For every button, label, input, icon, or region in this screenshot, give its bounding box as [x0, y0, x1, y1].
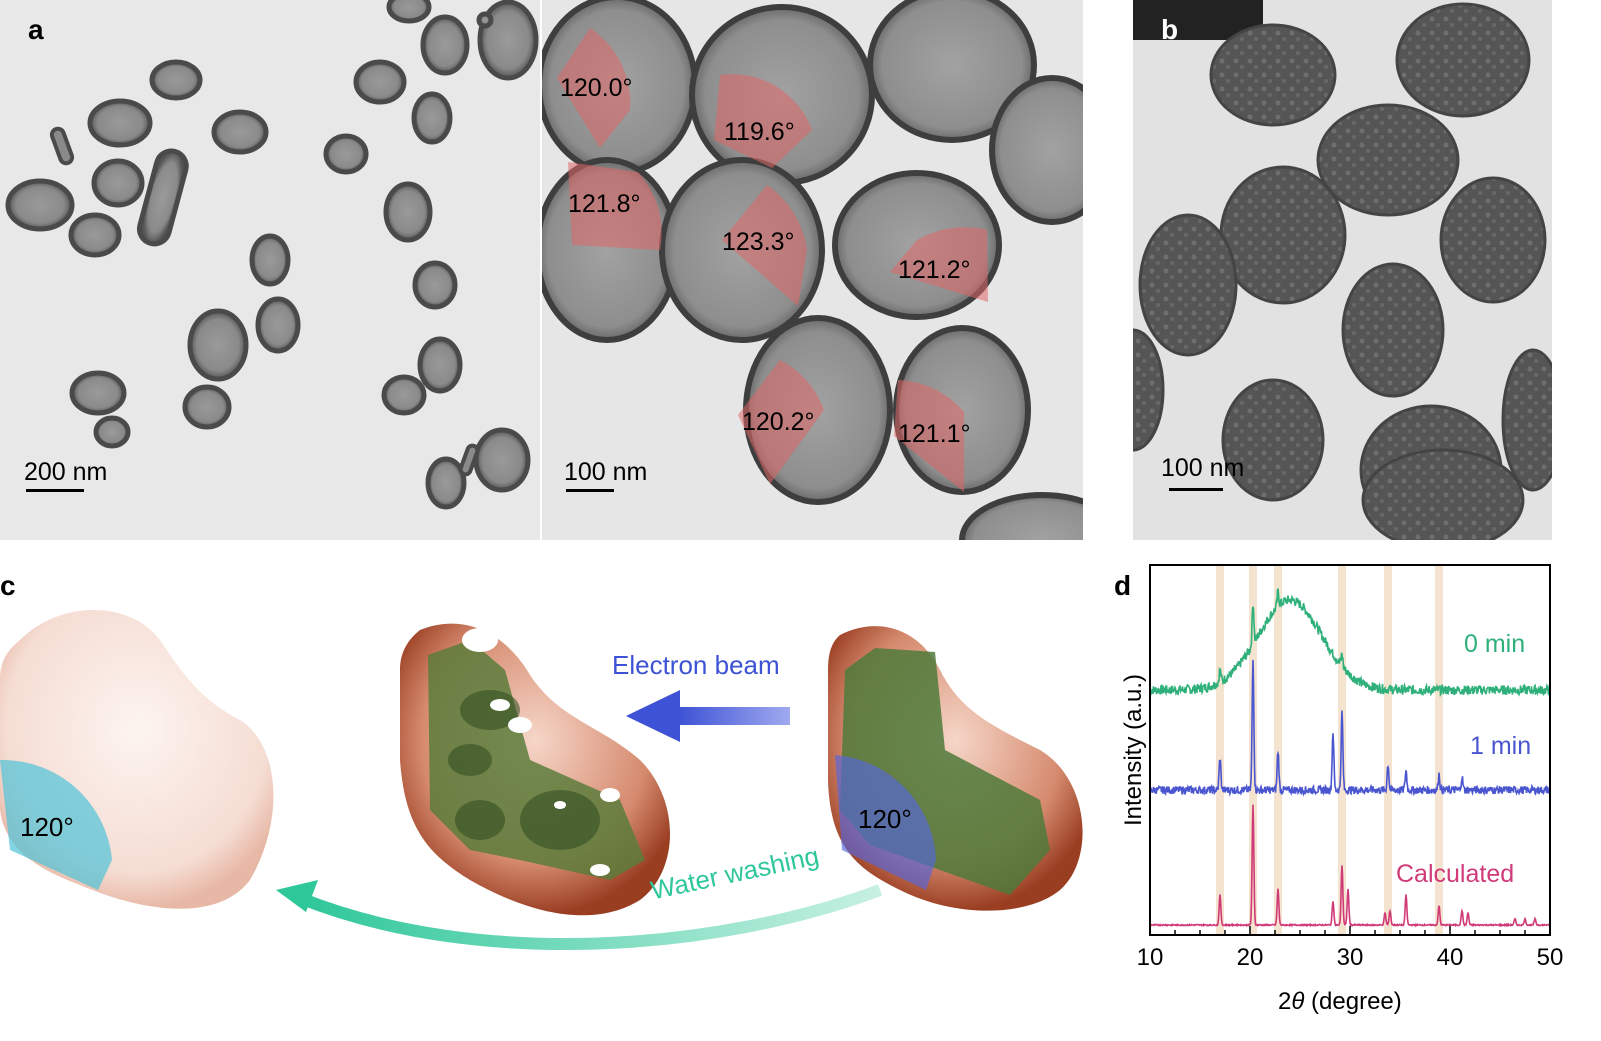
series-line — [1149, 659, 1551, 797]
x-tick-label: 50 — [1537, 944, 1564, 971]
x-axis-label-prefix: 2 — [1278, 988, 1292, 1015]
series-line — [1149, 804, 1551, 928]
panel-d-xrd-chart: d 10 20 30 40 50 Intensity (a.u.) 2θ (degree… — [1100, 560, 1601, 1041]
angle-label: 119.6° — [724, 118, 795, 146]
series-label-1min: 1 min — [1470, 732, 1532, 760]
highlight-band — [1435, 565, 1443, 935]
water-washing-arrow — [276, 880, 883, 951]
angle-label: 120.0° — [560, 74, 633, 102]
panel-c-schematic: c — [0, 560, 1100, 1041]
panel-a-left-micrograph: a 200 nm — [0, 0, 540, 540]
panel-letter-b: b — [1161, 14, 1179, 45]
scale-bar-label-b: 100 nm — [1161, 454, 1245, 482]
highlight-band — [1249, 565, 1257, 935]
scale-bar-label-right: 100 nm — [564, 458, 648, 486]
angle-sector-left — [0, 759, 112, 890]
schematic-drawing — [0, 610, 1083, 951]
electron-beam-arrow — [626, 690, 790, 742]
x-tick-label: 20 — [1237, 944, 1264, 971]
angle-label: 123.3° — [722, 228, 795, 256]
angle-label: 121.8° — [568, 190, 641, 218]
angle-label: 120.2° — [742, 408, 815, 436]
angle-label-left: 120° — [20, 812, 74, 842]
scale-bar-right — [566, 489, 614, 492]
electron-beam-label: Electron beam — [612, 650, 780, 680]
x-tick-label: 30 — [1337, 944, 1364, 971]
series-label-calculated: Calculated — [1396, 860, 1515, 888]
angle-label: 121.1° — [898, 420, 971, 448]
series-line — [1149, 588, 1551, 698]
angle-sectors — [557, 28, 988, 492]
panel-b-micrograph: b 100 nm — [1133, 0, 1552, 540]
angle-label-right: 120° — [858, 804, 912, 834]
stem-image — [1133, 0, 1552, 540]
panel-letter-c: c — [0, 570, 16, 601]
xrd-plot: 10 20 30 40 50 — [1137, 564, 1564, 971]
x-axis-label-symbol: θ — [1291, 988, 1305, 1015]
highlight-band — [1274, 565, 1282, 935]
scale-bar-label-left: 200 nm — [24, 458, 108, 486]
tem-image-left — [5, 0, 539, 510]
x-tick-label: 10 — [1137, 944, 1164, 971]
panel-a-right-micrograph: 120.0° 119.6° 121.8° 123.3° 121.2° 120.2… — [542, 0, 1083, 540]
panel-letter-d: d — [1114, 570, 1132, 601]
y-axis-label: Intensity (a.u.) — [1120, 673, 1147, 827]
tem-image-right — [542, 0, 1083, 540]
panel-letter-a: a — [28, 14, 44, 45]
highlight-band — [1216, 565, 1224, 935]
series-label-0min: 0 min — [1464, 630, 1526, 658]
scale-bar-left — [26, 489, 84, 492]
scale-bar-b — [1169, 488, 1223, 491]
angle-sector-right — [835, 755, 936, 890]
angle-label: 121.2° — [898, 256, 971, 284]
x-axis-label: 2θ (degree) — [1278, 988, 1402, 1016]
highlight-band — [1384, 565, 1392, 935]
x-axis-label-suffix: (degree) — [1304, 988, 1402, 1015]
x-tick-label: 40 — [1437, 944, 1464, 971]
highlight-band — [1338, 565, 1346, 935]
